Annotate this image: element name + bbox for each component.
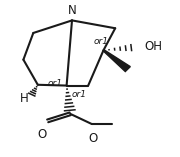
Text: or1: or1	[71, 90, 86, 100]
Text: O: O	[38, 128, 47, 141]
Text: or1: or1	[48, 79, 63, 88]
Text: or1: or1	[94, 37, 109, 46]
Text: OH: OH	[144, 40, 162, 53]
Text: O: O	[88, 132, 97, 145]
Polygon shape	[103, 50, 130, 72]
Text: N: N	[68, 4, 76, 17]
Text: H: H	[20, 92, 29, 105]
